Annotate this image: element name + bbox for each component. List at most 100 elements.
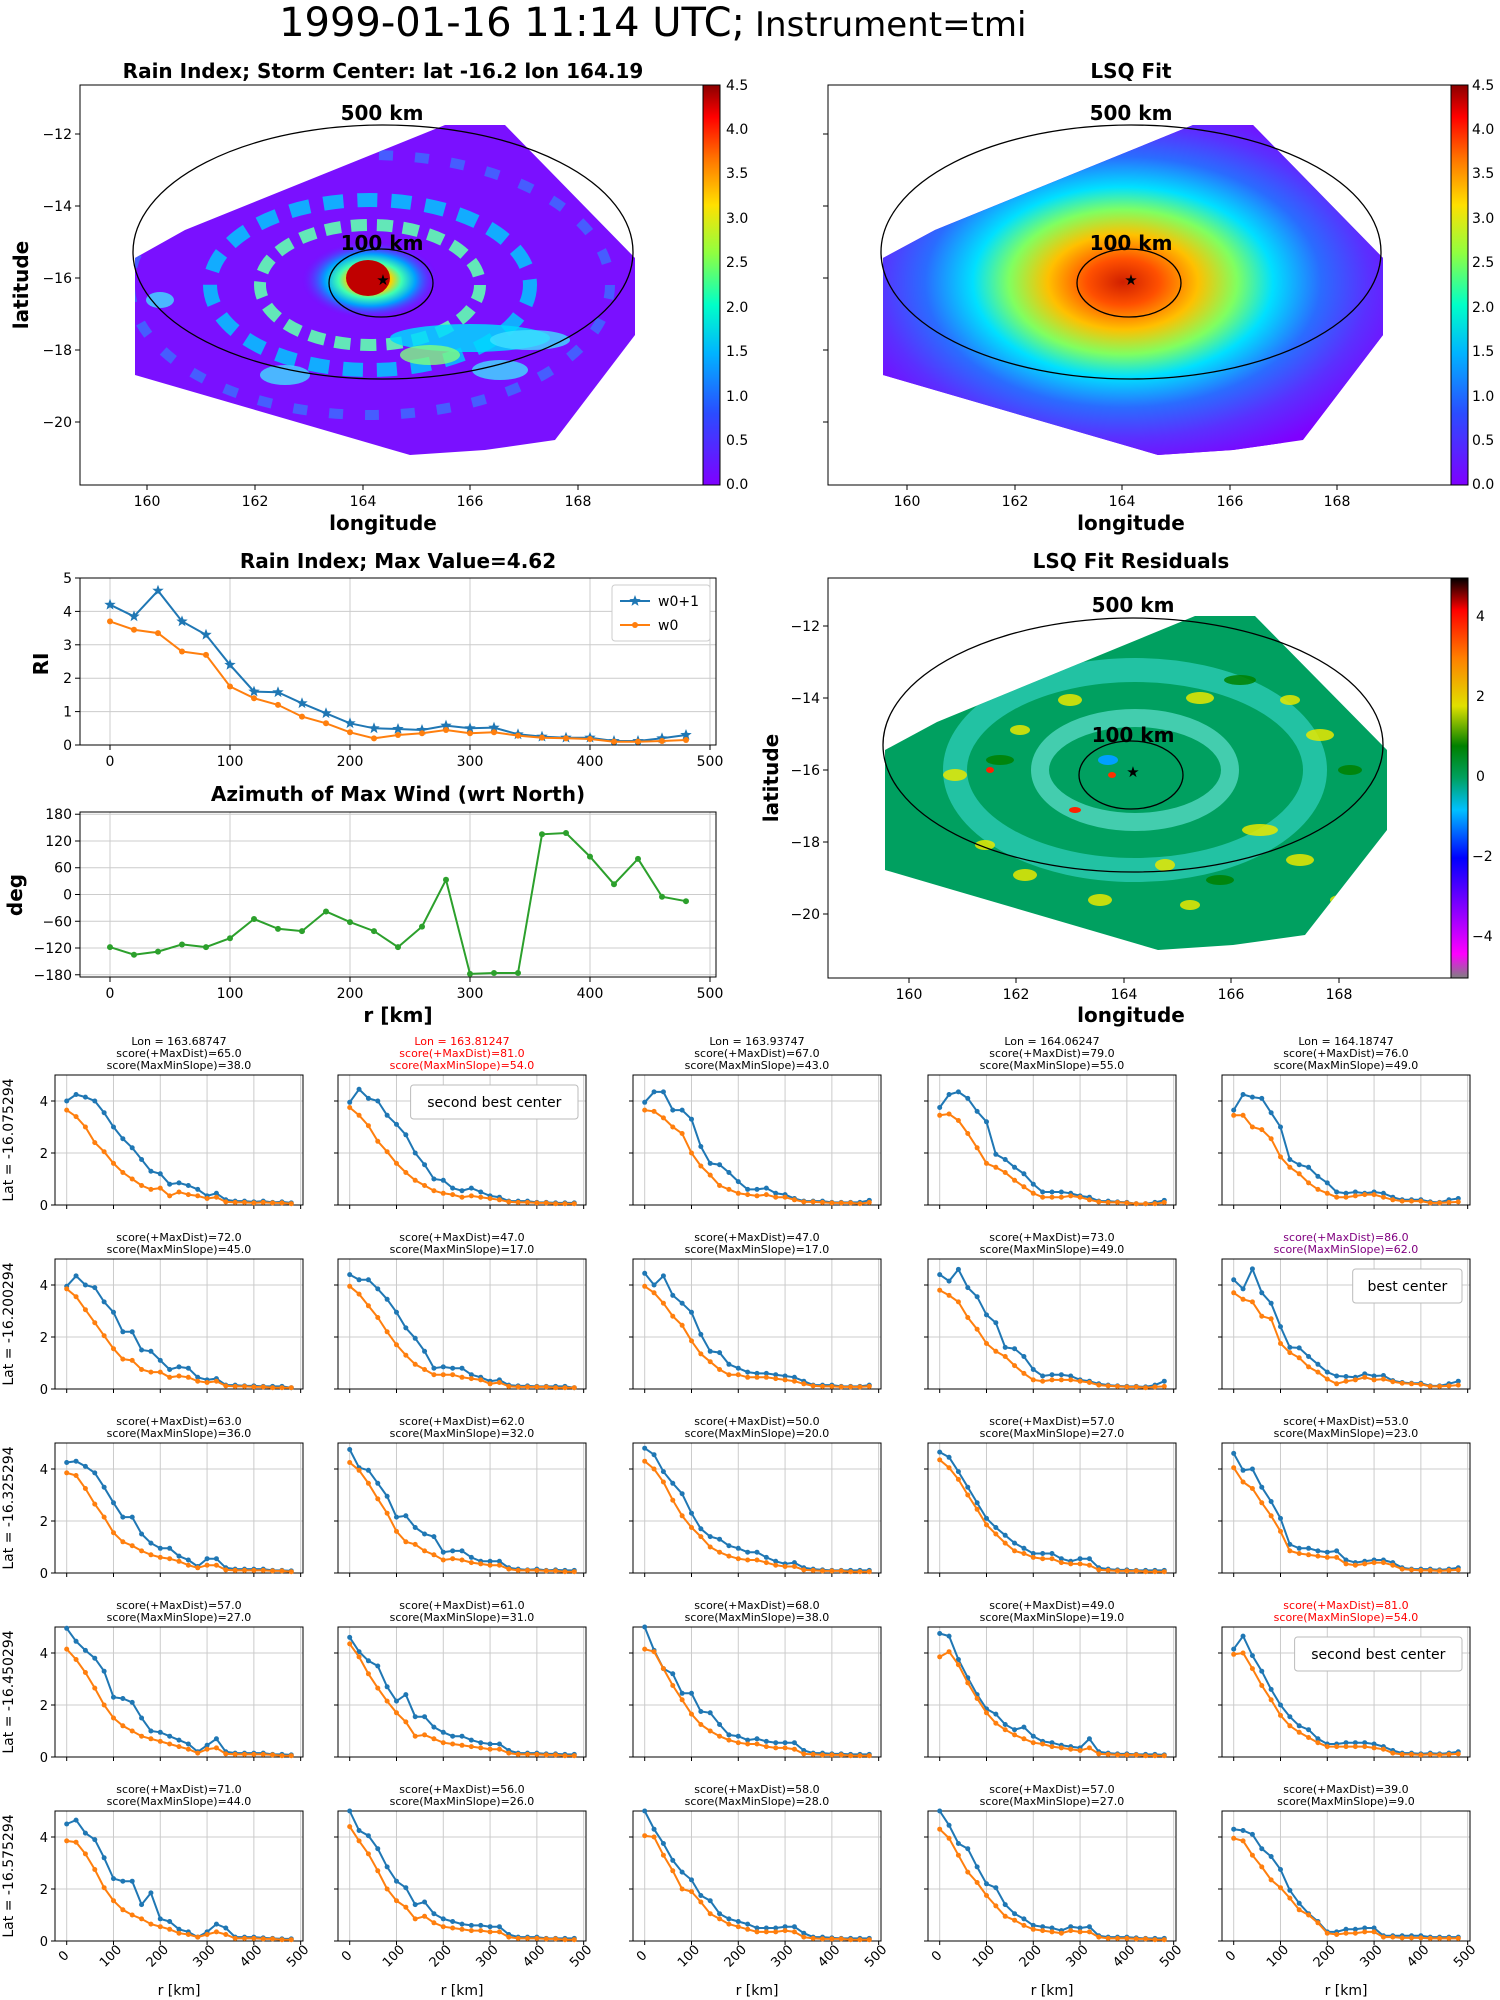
data-point (64, 1286, 70, 1292)
data-point (515, 1199, 521, 1205)
data-point (152, 584, 164, 596)
data-point (534, 1751, 540, 1757)
data-point (148, 1186, 154, 1192)
data-point (866, 1937, 872, 1943)
data-point (1049, 1556, 1055, 1562)
data-point (1296, 1162, 1302, 1168)
data-point (937, 1826, 943, 1832)
data-point (120, 1514, 126, 1520)
rain-ytick: −20 (42, 415, 72, 431)
x-tick-label: 0 (106, 986, 115, 1002)
data-point (782, 1564, 788, 1569)
data-point (1268, 1316, 1274, 1322)
y-tick-label: 0 (40, 1199, 48, 1214)
y-tick-label: 0 (63, 738, 72, 754)
data-point (64, 1460, 70, 1465)
data-point (371, 735, 377, 742)
data-point (1334, 1381, 1340, 1387)
data-point (571, 1385, 577, 1391)
data-point (403, 1170, 409, 1175)
data-point (101, 1668, 107, 1674)
rain-cbar-tick: 1.0 (726, 389, 748, 405)
data-point (131, 626, 137, 633)
panel-title-line: Lon = 163.68747 (131, 1035, 226, 1048)
data-point (1409, 1381, 1415, 1387)
data-point (1268, 1136, 1274, 1142)
fit-cbar-tick: 2.0 (1472, 300, 1494, 316)
data-point (717, 1162, 723, 1168)
data-point (1409, 1935, 1415, 1941)
panel-title-line: score(MaxMinSlope)=38.0 (685, 1611, 830, 1624)
data-point (1371, 1373, 1377, 1379)
data-point (478, 1922, 484, 1928)
data-point (275, 701, 281, 708)
data-point (120, 1539, 126, 1545)
data-point (110, 1530, 116, 1536)
data-point (1058, 1930, 1064, 1936)
data-point (679, 1690, 685, 1696)
data-point (440, 1924, 446, 1930)
data-point (412, 1714, 418, 1720)
fit-cbar-tick: 0.5 (1472, 433, 1494, 449)
data-point (754, 1741, 760, 1747)
x-tick-label: 200 (427, 1942, 455, 1970)
data-point (185, 1365, 191, 1371)
data-point (422, 1899, 428, 1905)
data-point (1352, 1930, 1358, 1936)
fit-colorbar-ticks: 0.0 0.5 1.0 1.5 2.0 2.5 3.0 3.5 4.0 4.5 (1472, 78, 1494, 493)
data-point (431, 1188, 437, 1194)
data-point (735, 1545, 741, 1551)
data-point (1380, 1934, 1386, 1940)
resid-map-panel: LSQ Fit Residuals (759, 549, 1493, 1027)
data-point (491, 729, 497, 736)
axes-frame (1221, 1626, 1471, 1758)
series-line (643, 1090, 870, 1204)
data-point (791, 1924, 797, 1930)
data-point (1259, 1846, 1265, 1852)
data-point (1240, 1467, 1246, 1473)
data-point (1096, 1751, 1102, 1757)
data-point (496, 1924, 502, 1930)
data-point (347, 1447, 353, 1452)
data-point (726, 1732, 732, 1738)
data-point (1380, 1746, 1386, 1752)
data-point (213, 1562, 219, 1568)
data-point (232, 1567, 238, 1573)
resid-xtick: 164 (1111, 987, 1138, 1003)
data-point (838, 1752, 844, 1758)
data-point (1380, 1372, 1386, 1378)
data-point (562, 1937, 568, 1943)
data-point (487, 1924, 493, 1930)
axes-frame (54, 1258, 304, 1390)
data-point (1315, 1553, 1321, 1559)
data-point (983, 1515, 989, 1521)
data-point (496, 1746, 502, 1752)
data-point (974, 1326, 980, 1332)
data-point (782, 1194, 788, 1200)
panel-title-line: score(+MaxDist)=71.0 (116, 1783, 241, 1796)
data-point (754, 1186, 760, 1192)
data-point (651, 1290, 657, 1296)
data-point (974, 1506, 980, 1512)
panel-title-line: score(+MaxDist)=57.0 (989, 1415, 1114, 1428)
data-point (431, 1365, 437, 1371)
data-point (365, 1851, 371, 1857)
data-point (801, 1199, 807, 1205)
data-point (1371, 1929, 1377, 1935)
data-point (1030, 1551, 1036, 1556)
data-point (403, 1132, 409, 1138)
data-point (1380, 1560, 1386, 1566)
data-point (1306, 1552, 1312, 1558)
resid-cbar-tick: 2 (1476, 689, 1485, 705)
data-point (416, 724, 428, 735)
data-point (965, 1131, 971, 1136)
resid-ring-100-label: 100 km (1092, 723, 1175, 747)
data-point (563, 735, 569, 742)
data-point (260, 1199, 266, 1205)
data-point (679, 1491, 685, 1497)
data-point (167, 1193, 173, 1199)
data-point (688, 1338, 694, 1344)
data-point (735, 1556, 741, 1562)
fit-cbar-tick: 1.5 (1472, 344, 1494, 360)
fit-xtick: 162 (1002, 494, 1029, 510)
